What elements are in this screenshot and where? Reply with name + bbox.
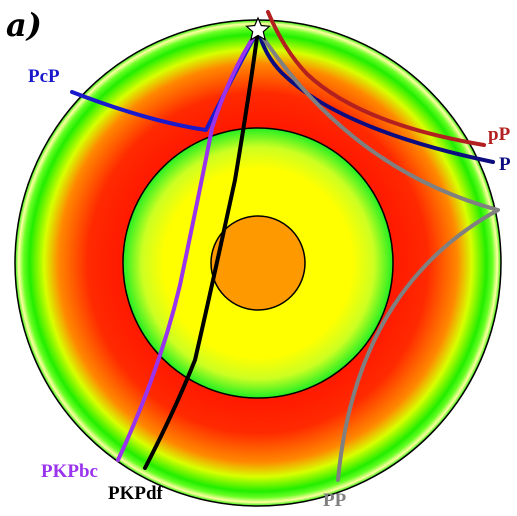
label-pP: pP (488, 124, 511, 145)
label-PcP: PcP (28, 66, 60, 87)
label-PP: PP (323, 490, 347, 511)
label-PKPdf: PKPdf (108, 483, 164, 504)
source-star-icon (245, 16, 271, 41)
label-P: P (499, 154, 511, 175)
inner-core (210, 215, 306, 311)
ray-PP (256, 28, 500, 482)
label-PKPbc: PKPbc (41, 461, 98, 482)
panel-label: a) (6, 6, 42, 44)
ray-pP (266, 10, 486, 147)
ray-PKPdf (143, 28, 260, 470)
ray-PKPbc (116, 28, 260, 462)
